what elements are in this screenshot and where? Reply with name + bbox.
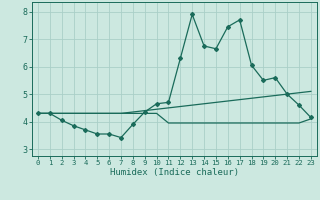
X-axis label: Humidex (Indice chaleur): Humidex (Indice chaleur) bbox=[110, 168, 239, 177]
